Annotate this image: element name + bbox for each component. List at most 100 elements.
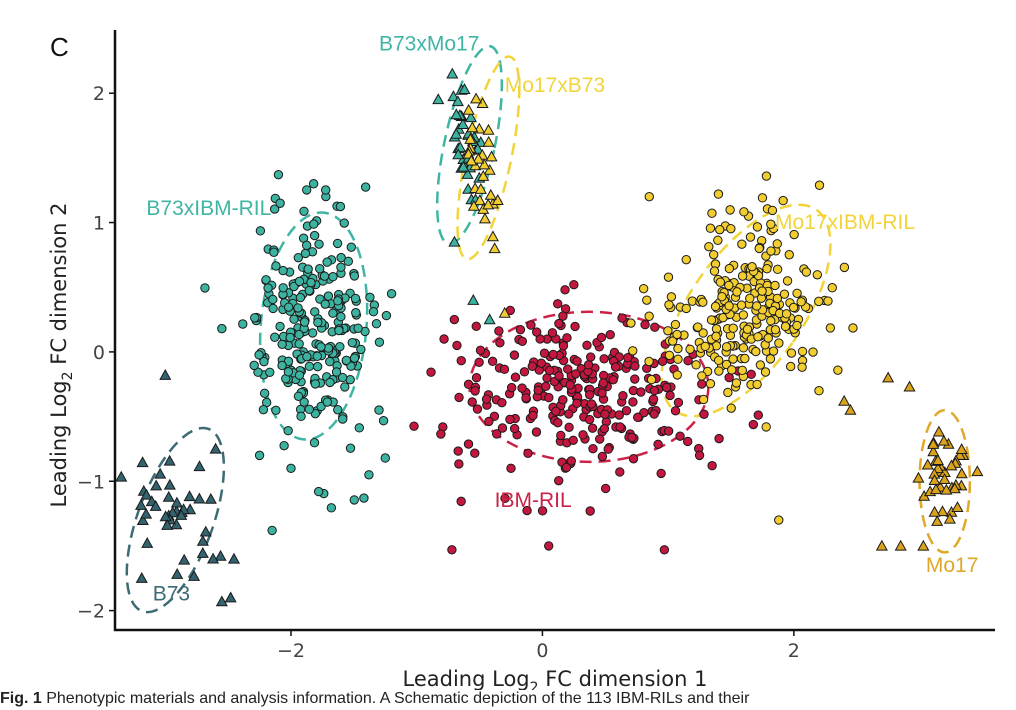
- point-b73: [214, 549, 227, 561]
- point-mo17: [875, 539, 888, 551]
- point-b73xibm-ril: [308, 179, 319, 189]
- point-ibm-ril: [561, 462, 572, 473]
- point-b73: [141, 536, 154, 548]
- point-b73xibm-ril: [374, 405, 384, 415]
- point-ibm-ril: [453, 446, 463, 456]
- point-ibm-ril: [409, 421, 419, 431]
- point-b73xibm-ril: [351, 308, 361, 318]
- group-labels: B73 B73xMo17 Mo17xB73 B73xIBM-RIL IBM-RIL Mo1…: [146, 33, 978, 606]
- point-b73xibm-ril: [341, 355, 352, 366]
- point-ibm-ril: [597, 388, 607, 398]
- point-mo17: [844, 403, 857, 415]
- point-ibm-ril: [491, 429, 502, 439]
- point-mo17xibm-ril: [724, 280, 734, 291]
- point-mo17xibm-ril: [770, 325, 781, 335]
- point-ibm-ril: [447, 545, 457, 555]
- point-mo17xibm-ril: [666, 292, 677, 302]
- point-b73xibm-ril: [349, 353, 360, 363]
- point-mo17xb73: [477, 169, 490, 181]
- point-ibm-ril: [572, 356, 582, 366]
- point-mo17xibm-ril: [626, 318, 636, 328]
- group-label-b73xmo17: B73xMo17: [379, 33, 479, 56]
- point-b73xibm-ril: [289, 314, 299, 324]
- point-mo17xibm-ril: [727, 365, 737, 375]
- point-b73xibm-ril: [310, 379, 320, 389]
- point-b73xibm-ril: [271, 405, 281, 416]
- point-ibm-ril: [509, 350, 520, 360]
- point-b73xibm-ril: [293, 391, 304, 401]
- point-ibm-ril: [599, 354, 609, 364]
- point-ibm-ril: [454, 459, 464, 469]
- point-ibm-ril: [618, 391, 628, 401]
- point-b73: [149, 499, 162, 511]
- point-b73: [161, 519, 174, 530]
- point-ibm-ril: [570, 321, 580, 332]
- point-b73: [140, 488, 153, 500]
- point-b73xibm-ril: [312, 351, 322, 361]
- point-mo17xibm-ril: [797, 346, 808, 357]
- point-ibm-ril: [639, 407, 649, 418]
- point-b73xibm-ril: [354, 423, 365, 433]
- point-ibm-ril: [533, 385, 543, 395]
- point-b73xibm-ril: [286, 463, 296, 474]
- point-ibm-ril: [544, 541, 554, 551]
- point-b73xmo17: [448, 235, 461, 247]
- point-mo17xibm-ril: [751, 301, 762, 311]
- point-mo17xibm-ril: [823, 296, 833, 306]
- point-mo17xb73: [467, 199, 480, 211]
- point-b73: [154, 467, 167, 479]
- point-mo17xb73: [482, 198, 495, 210]
- point-b73xibm-ril: [337, 372, 348, 383]
- point-mo17xibm-ril: [706, 315, 717, 325]
- point-b73: [193, 460, 206, 472]
- point-ibm-ril: [628, 385, 639, 396]
- point-b73xibm-ril: [380, 453, 390, 463]
- point-mo17xibm-ril: [772, 293, 783, 304]
- ellipse-b73: [125, 426, 226, 614]
- point-ibm-ril: [558, 341, 569, 351]
- point-mo17xibm-ril: [786, 348, 797, 358]
- point-mo17xibm-ril: [833, 365, 843, 375]
- point-b73xibm-ril: [340, 382, 350, 392]
- point-ibm-ril: [600, 409, 610, 419]
- point-ibm-ril: [753, 410, 763, 420]
- point-b73xibm-ril: [265, 367, 275, 378]
- point-ibm-ril: [663, 426, 674, 436]
- point-ibm-ril: [587, 423, 598, 433]
- point-b73xibm-ril: [304, 361, 315, 372]
- point-mo17xibm-ril: [792, 320, 802, 331]
- point-mo17xibm-ril: [781, 309, 792, 319]
- point-b73xibm-ril: [267, 525, 277, 536]
- point-ibm-ril: [648, 394, 659, 404]
- point-b73xibm-ril: [271, 261, 281, 271]
- y-axis-title-post: FC dimension 2: [47, 203, 71, 372]
- point-mo17xb73: [478, 158, 491, 170]
- point-b73xibm-ril: [325, 377, 335, 388]
- point-b73xmo17: [446, 67, 459, 79]
- group-label-mo17xb73: Mo17xB73: [505, 74, 605, 97]
- point-b73xibm-ril: [277, 339, 287, 349]
- point-ibm-ril: [682, 436, 693, 447]
- point-mo17xibm-ril: [774, 515, 784, 525]
- point-mo17xb73: [478, 212, 492, 224]
- point-mo17xibm-ril: [752, 379, 762, 390]
- point-mo17xibm-ril: [772, 264, 783, 275]
- point-mo17: [955, 443, 968, 454]
- point-ibm-ril: [470, 448, 480, 458]
- point-mo17xibm-ril: [707, 208, 717, 218]
- point-b73xibm-ril: [347, 337, 358, 348]
- point-ibm-ril: [564, 422, 574, 432]
- point-b73xibm-ril: [335, 341, 345, 352]
- point-b73xibm-ril: [304, 404, 314, 415]
- point-ibm-ril: [474, 357, 484, 367]
- point-b73xibm-ril: [259, 356, 269, 367]
- point-ibm-ril: [472, 404, 483, 414]
- point-mo17xibm-ril: [705, 223, 716, 233]
- point-mo17xibm-ril: [728, 323, 738, 333]
- point-ibm-ril: [495, 338, 505, 348]
- point-ibm-ril: [724, 372, 734, 383]
- point-mo17xibm-ril: [700, 341, 710, 352]
- point-mo17xb73: [462, 103, 475, 115]
- point-b73xibm-ril: [336, 311, 346, 322]
- point-ibm-ril: [522, 505, 532, 516]
